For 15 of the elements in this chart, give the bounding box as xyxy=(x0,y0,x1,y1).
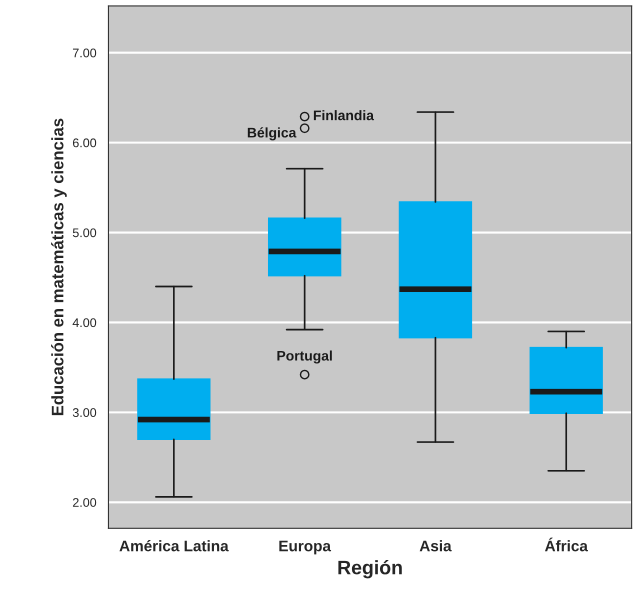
x-axis-title: Región xyxy=(338,560,402,578)
y-tick-label: 5.00 xyxy=(72,228,96,238)
annotation: Finlandia xyxy=(314,110,374,120)
y-axis-title: Educación en matemáticas y ciencias xyxy=(51,118,67,416)
annotation: Portugal xyxy=(277,350,332,364)
y-tick-label: 6.00 xyxy=(72,138,96,148)
x-tick-label: América Latina xyxy=(119,540,229,552)
y-tick-label: 3.00 xyxy=(72,408,96,418)
y-tick-label: 4.00 xyxy=(72,318,96,328)
y-tick-label: 7.00 xyxy=(72,48,96,58)
x-tick-label: Asia xyxy=(420,540,452,552)
x-tick-label: África xyxy=(544,538,588,552)
y-tick-label: 2.00 xyxy=(72,498,96,507)
annotation: Bélgica xyxy=(248,127,296,140)
x-tick-label: Europa xyxy=(279,540,332,554)
